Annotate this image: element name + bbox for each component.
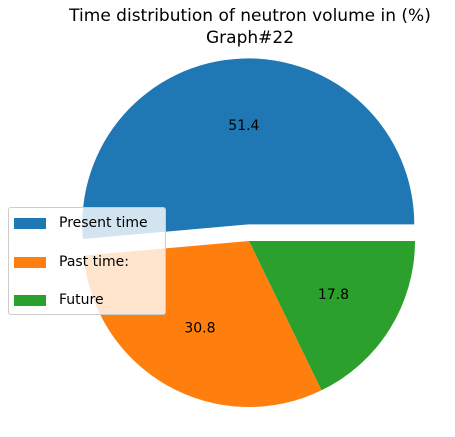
legend-item-future: Future xyxy=(14,290,104,310)
pie-slice-future xyxy=(249,241,415,391)
data-label-future: 17.8 xyxy=(318,287,349,303)
legend-item-past: Past time: xyxy=(14,252,129,272)
legend-label-past: Past time: xyxy=(59,254,129,270)
legend-swatch-present xyxy=(14,217,46,229)
legend-swatch-future xyxy=(14,294,46,306)
legend-label-future: Future xyxy=(59,292,104,308)
data-label-present: 51.4 xyxy=(228,118,259,134)
pie-slice-present xyxy=(82,58,415,239)
chart-subtitle: Graph#22 xyxy=(205,28,295,48)
data-label-past: 30.8 xyxy=(184,321,215,337)
chart-title: Time distribution of neutron volume in (… xyxy=(69,6,431,26)
legend: Present time Past time: Future xyxy=(8,207,166,315)
legend-item-present: Present time xyxy=(14,213,148,233)
legend-label-present: Present time xyxy=(59,215,148,231)
legend-swatch-past xyxy=(14,256,46,268)
